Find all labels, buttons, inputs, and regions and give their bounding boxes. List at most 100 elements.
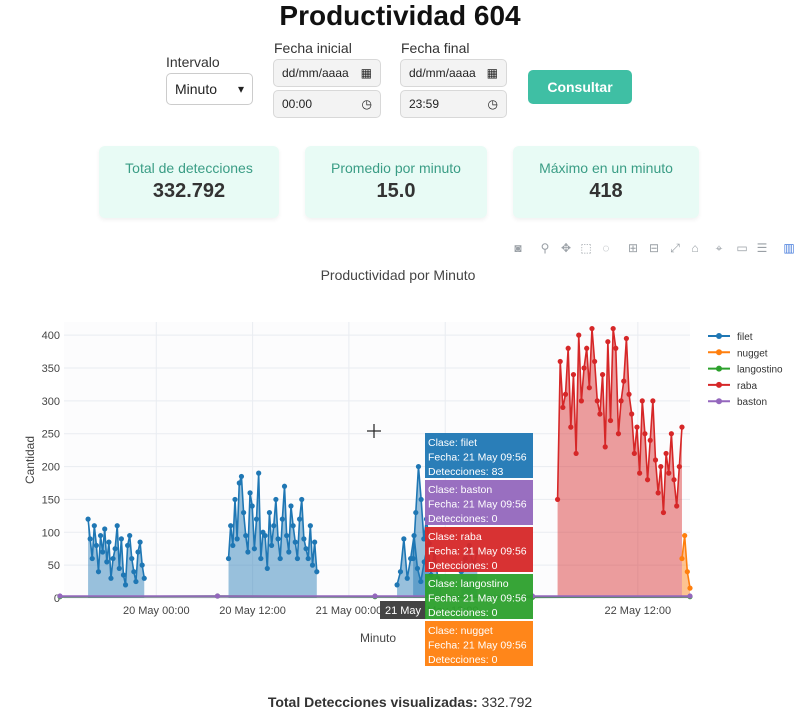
zoom-out-icon[interactable]: ⊟ xyxy=(648,241,660,255)
data-point-raba xyxy=(615,431,622,437)
data-point-filet xyxy=(415,463,422,470)
stat-label: Total de detecciones xyxy=(125,160,253,176)
data-point-filet xyxy=(87,536,93,542)
home-icon[interactable]: ⌂ xyxy=(691,241,699,255)
plotly-logo-icon[interactable]: ▥ xyxy=(783,241,795,255)
consultar-button[interactable]: Consultar xyxy=(528,70,632,104)
hover-x-badge xyxy=(380,601,426,619)
data-point-filet xyxy=(271,523,277,529)
calendar-icon[interactable]: ▦ xyxy=(360,66,372,80)
data-point-raba xyxy=(578,398,584,404)
clock-icon[interactable]: ◷ xyxy=(487,97,498,111)
data-point-filet xyxy=(122,582,129,588)
data-point-raba xyxy=(626,391,632,397)
autoscale-icon[interactable]: ⤢ xyxy=(670,241,680,255)
data-point-filet xyxy=(249,503,255,509)
data-point-filet xyxy=(256,470,262,476)
x-axis-label: Minuto xyxy=(360,631,396,645)
data-point-filet xyxy=(294,555,301,562)
data-point-raba xyxy=(568,424,574,430)
data-point-filet xyxy=(89,555,95,562)
camera-icon[interactable]: ◙ xyxy=(514,241,522,255)
data-point-filet xyxy=(85,516,91,522)
spike-lines-icon[interactable]: ⌖ xyxy=(715,241,723,255)
data-point-raba xyxy=(581,365,587,371)
data-point-filet xyxy=(299,496,305,503)
data-point-raba xyxy=(554,496,561,503)
x-tick-label: 20 May 00:00 xyxy=(123,605,190,617)
data-point-filet xyxy=(401,536,407,542)
data-point-baston xyxy=(372,593,378,599)
data-point-raba xyxy=(573,450,579,457)
stat-card-max: Máximo en un minuto 418 xyxy=(513,146,699,218)
zoom-icon[interactable]: ⚲ xyxy=(540,241,550,255)
legend-label: nugget xyxy=(737,348,768,359)
box-select-icon[interactable]: ⬚ xyxy=(580,241,592,255)
data-point-filet xyxy=(104,559,110,565)
hover-tooltip-text: Detecciones: 0 xyxy=(428,513,498,525)
hover-tooltip-text: Clase: filet xyxy=(428,437,477,449)
series-line-filet xyxy=(227,473,318,572)
data-point-filet xyxy=(95,569,102,575)
data-point-baston xyxy=(57,593,63,599)
clock-icon[interactable]: ◷ xyxy=(361,97,372,111)
data-point-filet xyxy=(281,483,288,489)
data-point-raba xyxy=(584,345,590,351)
zoom-in-icon[interactable]: ⊞ xyxy=(627,241,639,255)
end-date-input[interactable]: dd/mm/aaaa ▦ xyxy=(400,59,507,87)
series-area-nugget xyxy=(681,535,690,598)
y-tick-label: 200 xyxy=(42,462,60,474)
series-line-filet xyxy=(87,519,146,586)
hover-closest-icon[interactable]: ▭ xyxy=(736,241,748,255)
data-point-filet xyxy=(125,542,131,549)
data-point-nugget xyxy=(682,532,688,539)
pan-icon[interactable]: ✥ xyxy=(560,241,572,255)
data-point-filet xyxy=(135,549,141,555)
data-point-raba xyxy=(602,444,608,450)
y-tick-label: 50 xyxy=(48,560,60,572)
data-point-filet xyxy=(114,523,120,529)
data-point-filet xyxy=(93,542,99,549)
legend-label: filet xyxy=(737,332,753,343)
data-point-raba xyxy=(597,411,603,417)
start-date-input[interactable]: dd/mm/aaaa ▦ xyxy=(273,59,381,87)
lasso-icon[interactable]: ◌ xyxy=(602,241,610,255)
data-point-raba xyxy=(666,470,672,476)
data-point-filet xyxy=(394,582,400,588)
data-point-raba xyxy=(589,325,595,332)
data-point-raba xyxy=(613,345,619,351)
y-tick-label: 300 xyxy=(42,396,60,408)
hover-tooltip-text: Clase: baston xyxy=(428,484,492,496)
data-point-filet xyxy=(238,473,245,480)
end-time-input[interactable]: 23:59 ◷ xyxy=(400,90,507,118)
legend-marker-langostino xyxy=(716,365,722,372)
stat-value: 332.792 xyxy=(152,180,226,202)
hover-tooltip-text: Fecha: 21 May 09:56 xyxy=(428,452,527,464)
data-point-filet xyxy=(279,516,285,522)
data-point-filet xyxy=(245,549,251,555)
data-point-raba xyxy=(605,339,611,345)
data-point-filet xyxy=(251,546,257,552)
x-tick-label: 22 May 12:00 xyxy=(605,605,672,617)
chart-title: Productividad por Minuto xyxy=(321,267,476,283)
hover-compare-icon[interactable]: ☰ xyxy=(756,241,768,255)
interval-select[interactable]: Minuto ▾ xyxy=(166,73,253,105)
hover-tooltip-text: Detecciones: 0 xyxy=(428,607,498,619)
data-point-filet xyxy=(301,536,307,542)
data-point-filet xyxy=(262,532,268,539)
data-point-filet xyxy=(414,565,421,572)
data-point-raba xyxy=(676,463,682,470)
data-point-raba xyxy=(652,457,659,463)
data-point-filet xyxy=(110,555,116,562)
x-tick-label: 21 May 00:00 xyxy=(316,605,383,617)
start-time-input[interactable]: 00:00 ◷ xyxy=(273,90,381,118)
hover-tooltip-text: Detecciones: 83 xyxy=(428,466,503,478)
data-point-baston xyxy=(214,593,221,599)
data-point-raba xyxy=(562,391,569,397)
data-point-raba xyxy=(668,431,674,437)
productivity-chart[interactable]: Productividad por Minuto 0 50 100 150 200 250 3… xyxy=(0,260,800,680)
calendar-icon[interactable]: ▦ xyxy=(486,66,498,80)
y-tick-label: 350 xyxy=(42,363,60,375)
interval-value: Minuto xyxy=(175,81,218,97)
series-line-nugget xyxy=(681,535,691,589)
